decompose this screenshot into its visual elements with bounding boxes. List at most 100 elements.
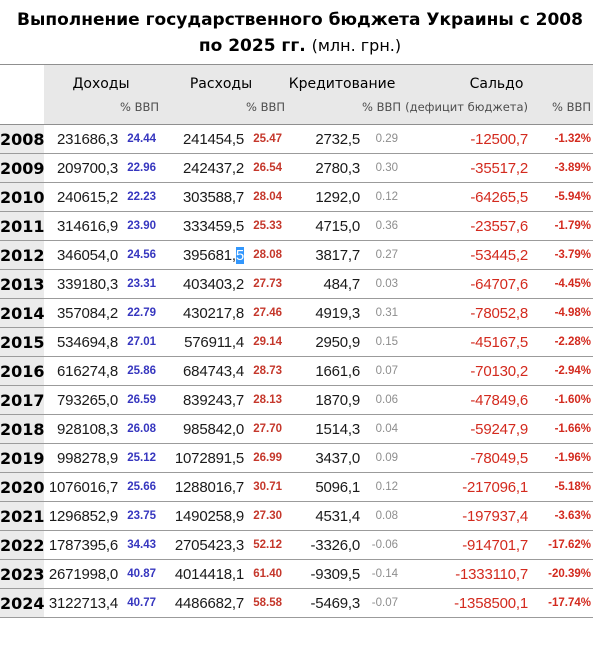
- credit-value-cell: -5469,3: [284, 588, 362, 618]
- income-value-cell: 1076016,7: [44, 472, 120, 502]
- expense-gdp-pct-cell: 30.71: [246, 472, 284, 502]
- table-row: 2016 616274,8 25.86 684743,4 28.73 1661,6 0.07…: [0, 356, 594, 386]
- income-gdp-pct-cell: 22.96: [120, 153, 158, 183]
- expense-gdp-pct-cell: 58.58: [246, 588, 284, 618]
- saldo-gdp-pct-cell: -1.79%: [530, 211, 594, 241]
- credit-value-cell: 2732,5: [315, 130, 360, 148]
- year-cell: 2019: [0, 443, 45, 473]
- expense-value-cell: 684743,4: [158, 356, 246, 386]
- expense-gdp-pct-cell: 27.70: [246, 414, 284, 444]
- expense-value-cell: 1288016,7: [158, 472, 246, 502]
- column-header-income: Доходы: [44, 64, 158, 97]
- expense-value-cell: 576911,4: [158, 327, 246, 357]
- income-gdp-pct-cell: 22.79: [120, 298, 158, 328]
- year-cell: 2022: [0, 530, 45, 560]
- saldo-gdp-pct-cell: -20.39%: [530, 559, 594, 589]
- income-gdp-pct-cell: 22.23: [120, 182, 158, 212]
- income-value-cell: 209700,3: [44, 153, 120, 183]
- credit-gdp-pct-cell: 0.12: [362, 472, 401, 502]
- year-cell: 2021: [0, 501, 45, 531]
- expense-value-cell: 430217,8: [158, 298, 246, 328]
- year-cell: 2018: [0, 414, 45, 444]
- income-gdp-pct-cell: 23.75: [120, 501, 158, 531]
- year-cell: 2008: [0, 124, 45, 154]
- saldo-value-cell: -12500,7: [470, 130, 529, 148]
- income-value-cell: 357084,2: [44, 298, 120, 328]
- year-cell: 2012: [0, 240, 45, 270]
- income-value-cell: 616274,8: [44, 356, 120, 386]
- budget-table: Доходы Расходы Кредитование Сальдо % ВВП…: [0, 64, 594, 618]
- income-value-cell: 998278,9: [44, 443, 120, 473]
- year-cell: 2024: [0, 588, 45, 618]
- year-cell: 2016: [0, 356, 45, 386]
- income-value-cell: 1296852,9: [44, 501, 120, 531]
- income-gdp-pct-cell: 40.77: [120, 588, 158, 618]
- saldo-gdp-pct-cell: -2.94%: [530, 356, 594, 386]
- saldo-gdp-pct-cell: -5.18%: [530, 472, 594, 502]
- credit-value-cell: 5096,1: [284, 472, 362, 502]
- expense-gdp-pct-cell: 28.73: [246, 356, 284, 386]
- year-cell: 2015: [0, 327, 45, 357]
- credit-gdp-pct-cell: 0.27: [362, 240, 401, 270]
- saldo-value-cell: -53445,2: [400, 240, 531, 270]
- saldo-gdp-pct-cell: -4.98%: [530, 298, 594, 328]
- year-cell: 2020: [0, 472, 45, 502]
- credit-gdp-pct-cell: 0.08: [362, 501, 401, 531]
- expense-value-cell: 241454,5: [183, 130, 244, 148]
- income-gdp-pct-cell: 24.56: [120, 240, 158, 270]
- title-unit: (млн. грн.): [311, 36, 402, 55]
- income-gdp-pct-cell: 40.87: [120, 559, 158, 589]
- credit-gdp-pct-cell: 0.04: [362, 414, 401, 444]
- column-header-expense: Расходы: [158, 64, 284, 97]
- expense-gdp-pct-cell: 29.14: [246, 327, 284, 357]
- title-line1: Выполнение государственного бюджета Укра…: [17, 10, 583, 30]
- year-subheader-cell: [0, 96, 44, 125]
- income-value-cell: 339180,3: [44, 269, 120, 299]
- saldo-gdp-pct-cell: -1.60%: [530, 385, 594, 415]
- expense-gdp-pct-cell: 61.40: [246, 559, 284, 589]
- saldo-value-cell: -78052,8: [400, 298, 531, 328]
- table-row: 2023 2671998,0 40.87 4014418,1 61.40 -9309,5-…: [0, 559, 594, 589]
- year-cell: 2017: [0, 385, 45, 415]
- column-header-credit: Кредитование: [284, 64, 401, 97]
- saldo-value-cell: -1333110,7: [400, 559, 531, 589]
- credit-gdp-pct-cell: 0.30: [362, 153, 401, 183]
- saldo-value-cell: -78049,5: [400, 443, 531, 473]
- credit-value-cell: 4919,3: [284, 298, 362, 328]
- expense-value-cell: 395681,5: [158, 240, 246, 270]
- credit-value-cell: 3817,7: [284, 240, 362, 270]
- credit-gdp-pct-cell: -0.14: [362, 559, 401, 589]
- credit-gdp-pct-cell: 0.06: [362, 385, 401, 415]
- income-gdp-pct-cell: 25.86: [120, 356, 158, 386]
- expense-value-cell: 242437,2: [158, 153, 246, 183]
- income-gdp-pct-cell: 23.31: [120, 269, 158, 299]
- saldo-value-cell: -70130,2: [400, 356, 531, 386]
- income-value-cell: 2671998,0: [44, 559, 120, 589]
- saldo-value-cell: -217096,1: [400, 472, 531, 502]
- table-row: 2011 314616,9 23.90 333459,5 25.33 4715,0 0.36…: [0, 211, 594, 241]
- expense-value-cell: 2705423,3: [158, 530, 246, 560]
- credit-value-cell: 2950,9: [284, 327, 362, 357]
- credit-gdp-pct-cell: -0.07: [362, 588, 401, 618]
- income-value-cell: 3122713,4: [44, 588, 120, 618]
- subheader-saldo-gdp: % ВВП: [530, 96, 594, 125]
- credit-gdp-pct-cell: 0.15: [362, 327, 401, 357]
- saldo-gdp-pct-cell: -17.74%: [530, 588, 594, 618]
- table-row: 2013 339180,3 23.31 403403,2 27.73 484,7 0.03-…: [0, 269, 594, 299]
- credit-value-cell: 2780,3: [284, 153, 362, 183]
- credit-value-cell: 484,7: [284, 269, 362, 299]
- saldo-value-cell: -23557,6: [400, 211, 531, 241]
- expense-value-cell: 839243,7: [158, 385, 246, 415]
- credit-gdp-pct-cell: 0.07: [362, 356, 401, 386]
- income-gdp-pct-cell: 23.90: [120, 211, 158, 241]
- saldo-value-cell: -59247,9: [400, 414, 531, 444]
- saldo-gdp-pct-cell: -3.79%: [530, 240, 594, 270]
- expense-value-cell: 4486682,7: [158, 588, 246, 618]
- saldo-gdp-pct-cell: -3.63%: [530, 501, 594, 531]
- expense-value-cell: 985842,0: [158, 414, 246, 444]
- saldo-gdp-pct-cell: -4.45%: [530, 269, 594, 299]
- subheader-credit-gdp: % ВВП: [362, 96, 401, 125]
- year-header-cell: [0, 64, 44, 97]
- expense-gdp-pct-cell: 26.99: [246, 443, 284, 473]
- income-value-cell: 793265,0: [44, 385, 120, 415]
